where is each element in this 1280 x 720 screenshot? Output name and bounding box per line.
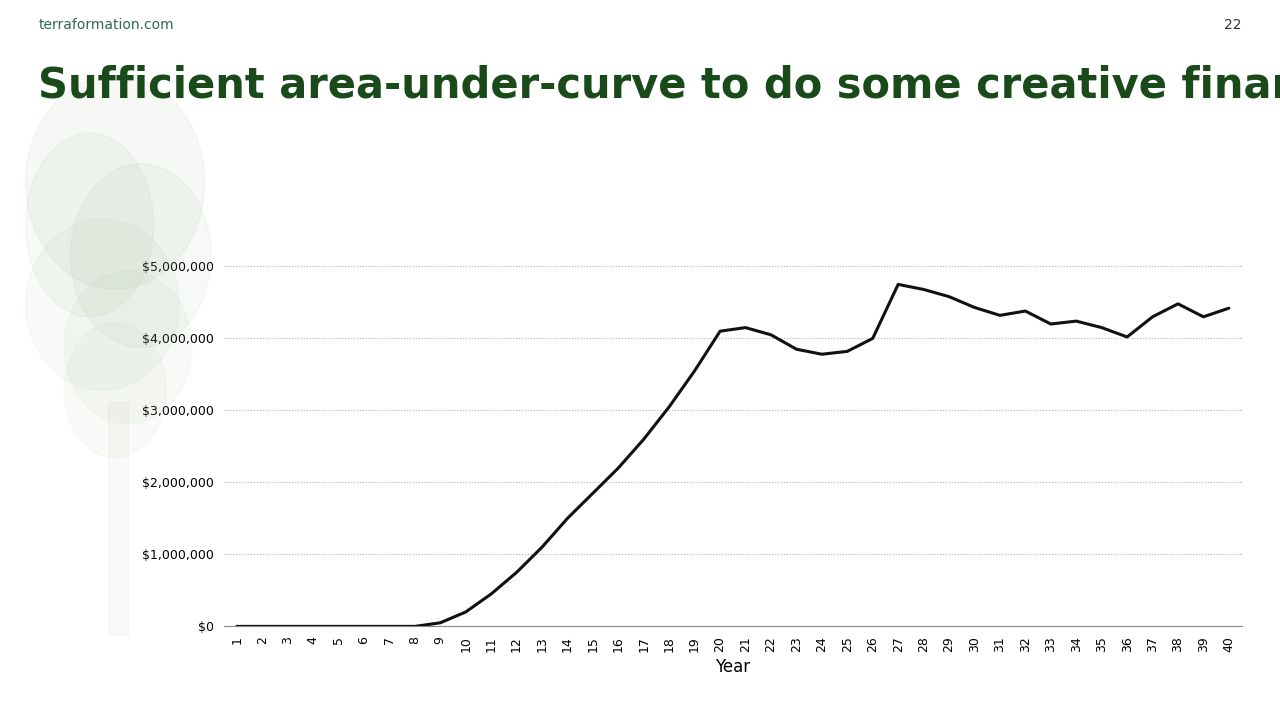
Ellipse shape <box>64 271 192 424</box>
Ellipse shape <box>26 133 154 317</box>
Ellipse shape <box>64 323 166 458</box>
X-axis label: Year: Year <box>716 657 750 675</box>
Ellipse shape <box>26 219 179 390</box>
Ellipse shape <box>70 164 211 348</box>
Text: Sufficient area-under-curve to do some creative financing: Sufficient area-under-curve to do some c… <box>38 65 1280 107</box>
Bar <box>108 402 128 635</box>
Ellipse shape <box>26 75 205 289</box>
Text: 22: 22 <box>1224 18 1242 32</box>
Text: terraformation.com: terraformation.com <box>38 18 174 32</box>
